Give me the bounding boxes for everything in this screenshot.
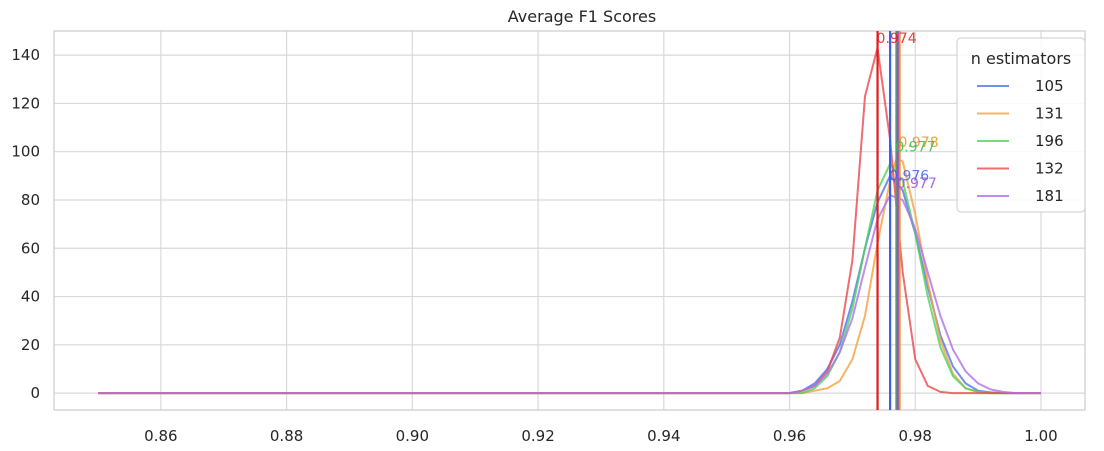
x-tick-labels: 0.86 0.88 0.90 0.92 0.94 0.96 0.98 1.00 (144, 427, 1058, 445)
x-tick-label: 0.92 (521, 427, 554, 445)
y-tick-label: 140 (11, 46, 40, 64)
grid-layer (54, 31, 1085, 410)
mean-label-196: 0.977 (895, 140, 935, 156)
legend-label-132: 132 (1035, 160, 1064, 178)
y-tick-label: 100 (11, 143, 40, 161)
legend-label-131: 131 (1035, 105, 1064, 123)
y-tick-label: 20 (21, 336, 40, 354)
y-tick-label: 0 (30, 384, 40, 402)
mean-label-131: 0.978 (899, 135, 939, 151)
legend-label-105: 105 (1035, 77, 1064, 95)
x-tick-label: 0.90 (396, 427, 429, 445)
legend-label-196: 196 (1035, 132, 1064, 150)
legend-label-181: 181 (1035, 187, 1064, 205)
y-tick-label: 40 (21, 288, 40, 306)
x-tick-label: 0.94 (647, 427, 680, 445)
y-tick-label: 80 (21, 191, 40, 209)
plot-frame (53, 30, 1086, 411)
x-tick-label: 0.86 (144, 427, 177, 445)
legend-title: n estimators (971, 49, 1072, 68)
y-tick-label: 60 (21, 239, 40, 257)
series-line-181 (98, 194, 1041, 395)
mean-label-181: 0.977 (897, 176, 937, 192)
mean-label-132: 0.974 (877, 31, 917, 47)
y-tick-label: 120 (11, 94, 40, 112)
chart-title: Average F1 Scores (508, 7, 656, 26)
x-tick-label: 1.00 (1024, 427, 1057, 445)
x-tick-label: 0.98 (899, 427, 932, 445)
y-tick-labels: 0 20 40 60 80 100 120 140 (11, 46, 40, 402)
x-tick-label: 0.96 (773, 427, 806, 445)
legend: n estimators 105 131 196 132 181 (956, 37, 1086, 213)
mean-label-105: 0.976 (889, 169, 929, 185)
x-tick-label: 0.88 (270, 427, 303, 445)
